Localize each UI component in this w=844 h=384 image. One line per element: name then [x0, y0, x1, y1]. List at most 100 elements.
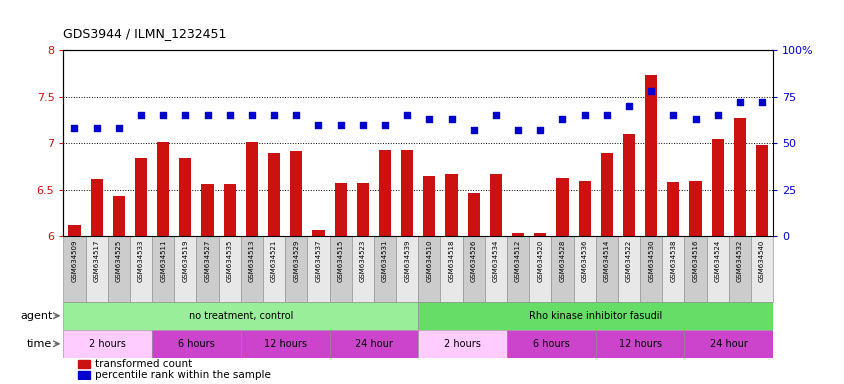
Text: agent: agent — [20, 311, 52, 321]
Text: 6 hours: 6 hours — [178, 339, 214, 349]
Bar — [351, 237, 374, 302]
Point — [599, 112, 613, 118]
Bar — [463, 237, 484, 302]
Text: GSM634528: GSM634528 — [559, 240, 565, 282]
Point — [511, 127, 524, 133]
Bar — [224, 184, 235, 237]
Bar — [733, 118, 745, 237]
Bar — [378, 150, 391, 237]
Point — [178, 112, 192, 118]
Point — [400, 112, 414, 118]
Bar — [329, 330, 418, 358]
Text: GSM634522: GSM634522 — [625, 240, 631, 282]
Bar — [506, 237, 528, 302]
Bar — [622, 134, 635, 237]
Point — [422, 116, 436, 122]
Point — [289, 112, 303, 118]
Bar — [334, 183, 346, 237]
Bar — [196, 237, 219, 302]
Text: 24 hour: 24 hour — [709, 339, 747, 349]
Bar — [108, 237, 130, 302]
Bar — [396, 237, 418, 302]
Bar — [684, 237, 706, 302]
Text: GSM634526: GSM634526 — [470, 240, 476, 282]
Bar — [418, 330, 506, 358]
Point — [134, 112, 148, 118]
Bar — [555, 178, 568, 237]
Bar — [644, 75, 657, 237]
Bar — [152, 330, 241, 358]
Bar — [706, 237, 728, 302]
Text: percentile rank within the sample: percentile rank within the sample — [95, 370, 271, 380]
Bar — [445, 174, 457, 237]
Point — [267, 112, 280, 118]
Bar — [667, 182, 679, 237]
Point — [733, 99, 746, 105]
Text: GSM634518: GSM634518 — [448, 240, 454, 282]
Bar — [573, 237, 595, 302]
Text: 12 hours: 12 hours — [618, 339, 661, 349]
Bar — [68, 225, 80, 237]
Bar — [356, 183, 369, 237]
Point — [112, 125, 126, 131]
Point — [621, 103, 635, 109]
Text: 12 hours: 12 hours — [263, 339, 306, 349]
Text: GSM634510: GSM634510 — [426, 240, 432, 282]
Bar — [130, 237, 152, 302]
Text: GSM634537: GSM634537 — [315, 240, 321, 282]
Bar — [418, 302, 772, 330]
Bar — [595, 330, 684, 358]
Bar — [307, 237, 329, 302]
Bar — [689, 180, 701, 237]
Text: GSM634529: GSM634529 — [293, 240, 299, 282]
Bar — [90, 179, 103, 237]
Bar — [152, 237, 174, 302]
Text: GSM634519: GSM634519 — [182, 240, 188, 282]
Bar — [423, 176, 435, 237]
Bar — [78, 371, 90, 379]
Point — [666, 112, 679, 118]
Bar — [440, 237, 463, 302]
Point — [444, 116, 457, 122]
Bar — [511, 233, 523, 237]
Text: Rho kinase inhibitor fasudil: Rho kinase inhibitor fasudil — [528, 311, 662, 321]
Text: GSM634524: GSM634524 — [714, 240, 720, 282]
Point — [355, 121, 369, 127]
Point — [311, 121, 325, 127]
Text: GSM634512: GSM634512 — [515, 240, 521, 282]
Bar — [219, 237, 241, 302]
Bar — [246, 142, 257, 237]
Bar — [174, 237, 197, 302]
Text: GSM634531: GSM634531 — [381, 240, 387, 282]
Bar — [711, 139, 723, 237]
Bar — [289, 151, 302, 237]
Bar — [374, 237, 396, 302]
Point — [68, 125, 81, 131]
Bar — [329, 237, 351, 302]
Text: GDS3944 / ILMN_1232451: GDS3944 / ILMN_1232451 — [63, 27, 226, 40]
Text: transformed count: transformed count — [95, 359, 192, 369]
Text: GSM634533: GSM634533 — [138, 240, 143, 282]
Bar — [135, 158, 147, 237]
Bar — [533, 233, 546, 237]
Text: GSM634535: GSM634535 — [226, 240, 232, 282]
Point — [89, 125, 103, 131]
Bar — [112, 196, 125, 237]
Text: 2 hours: 2 hours — [444, 339, 480, 349]
Point — [533, 127, 546, 133]
Bar — [262, 237, 285, 302]
Text: GSM634520: GSM634520 — [537, 240, 543, 282]
Text: GSM634517: GSM634517 — [94, 240, 100, 282]
Point — [755, 99, 768, 105]
Bar — [157, 142, 169, 237]
Text: 6 hours: 6 hours — [533, 339, 569, 349]
Point — [378, 121, 392, 127]
Bar — [179, 158, 192, 237]
Bar — [85, 237, 108, 302]
Bar — [595, 237, 617, 302]
Point — [577, 112, 591, 118]
Text: no treatment, control: no treatment, control — [188, 311, 293, 321]
Bar — [484, 237, 506, 302]
Point — [555, 116, 569, 122]
Bar — [63, 302, 418, 330]
